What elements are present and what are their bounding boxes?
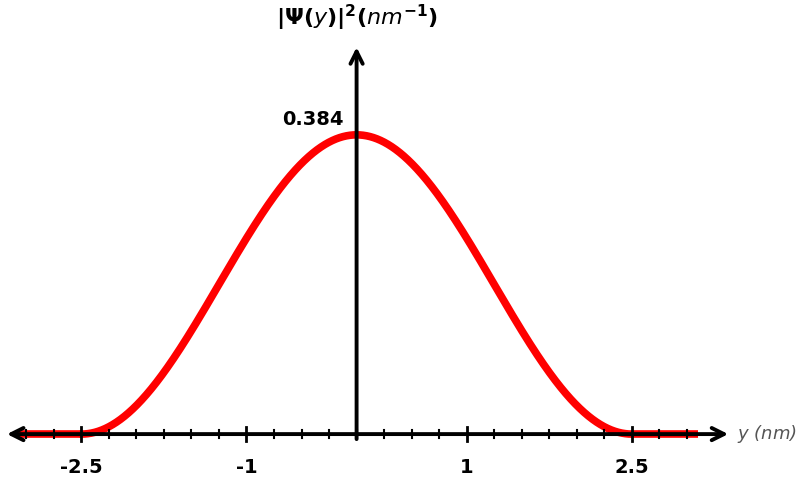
Text: $y\ \mathregular{(nm)}$: $y\ \mathregular{(nm)}$ [737, 423, 797, 445]
Text: 1: 1 [460, 458, 474, 477]
Text: 0.384: 0.384 [282, 109, 343, 129]
Text: 2.5: 2.5 [614, 458, 650, 477]
Text: $\mathbf{|\Psi(}$$\mathbf{\mathit{y}}\mathbf{)|^2}$$\mathbf{(\mathit{nm}^{-1})}$: $\mathbf{|\Psi(}$$\mathbf{\mathit{y}}\ma… [276, 2, 438, 33]
Text: -1: -1 [236, 458, 258, 477]
Text: -2.5: -2.5 [60, 458, 102, 477]
